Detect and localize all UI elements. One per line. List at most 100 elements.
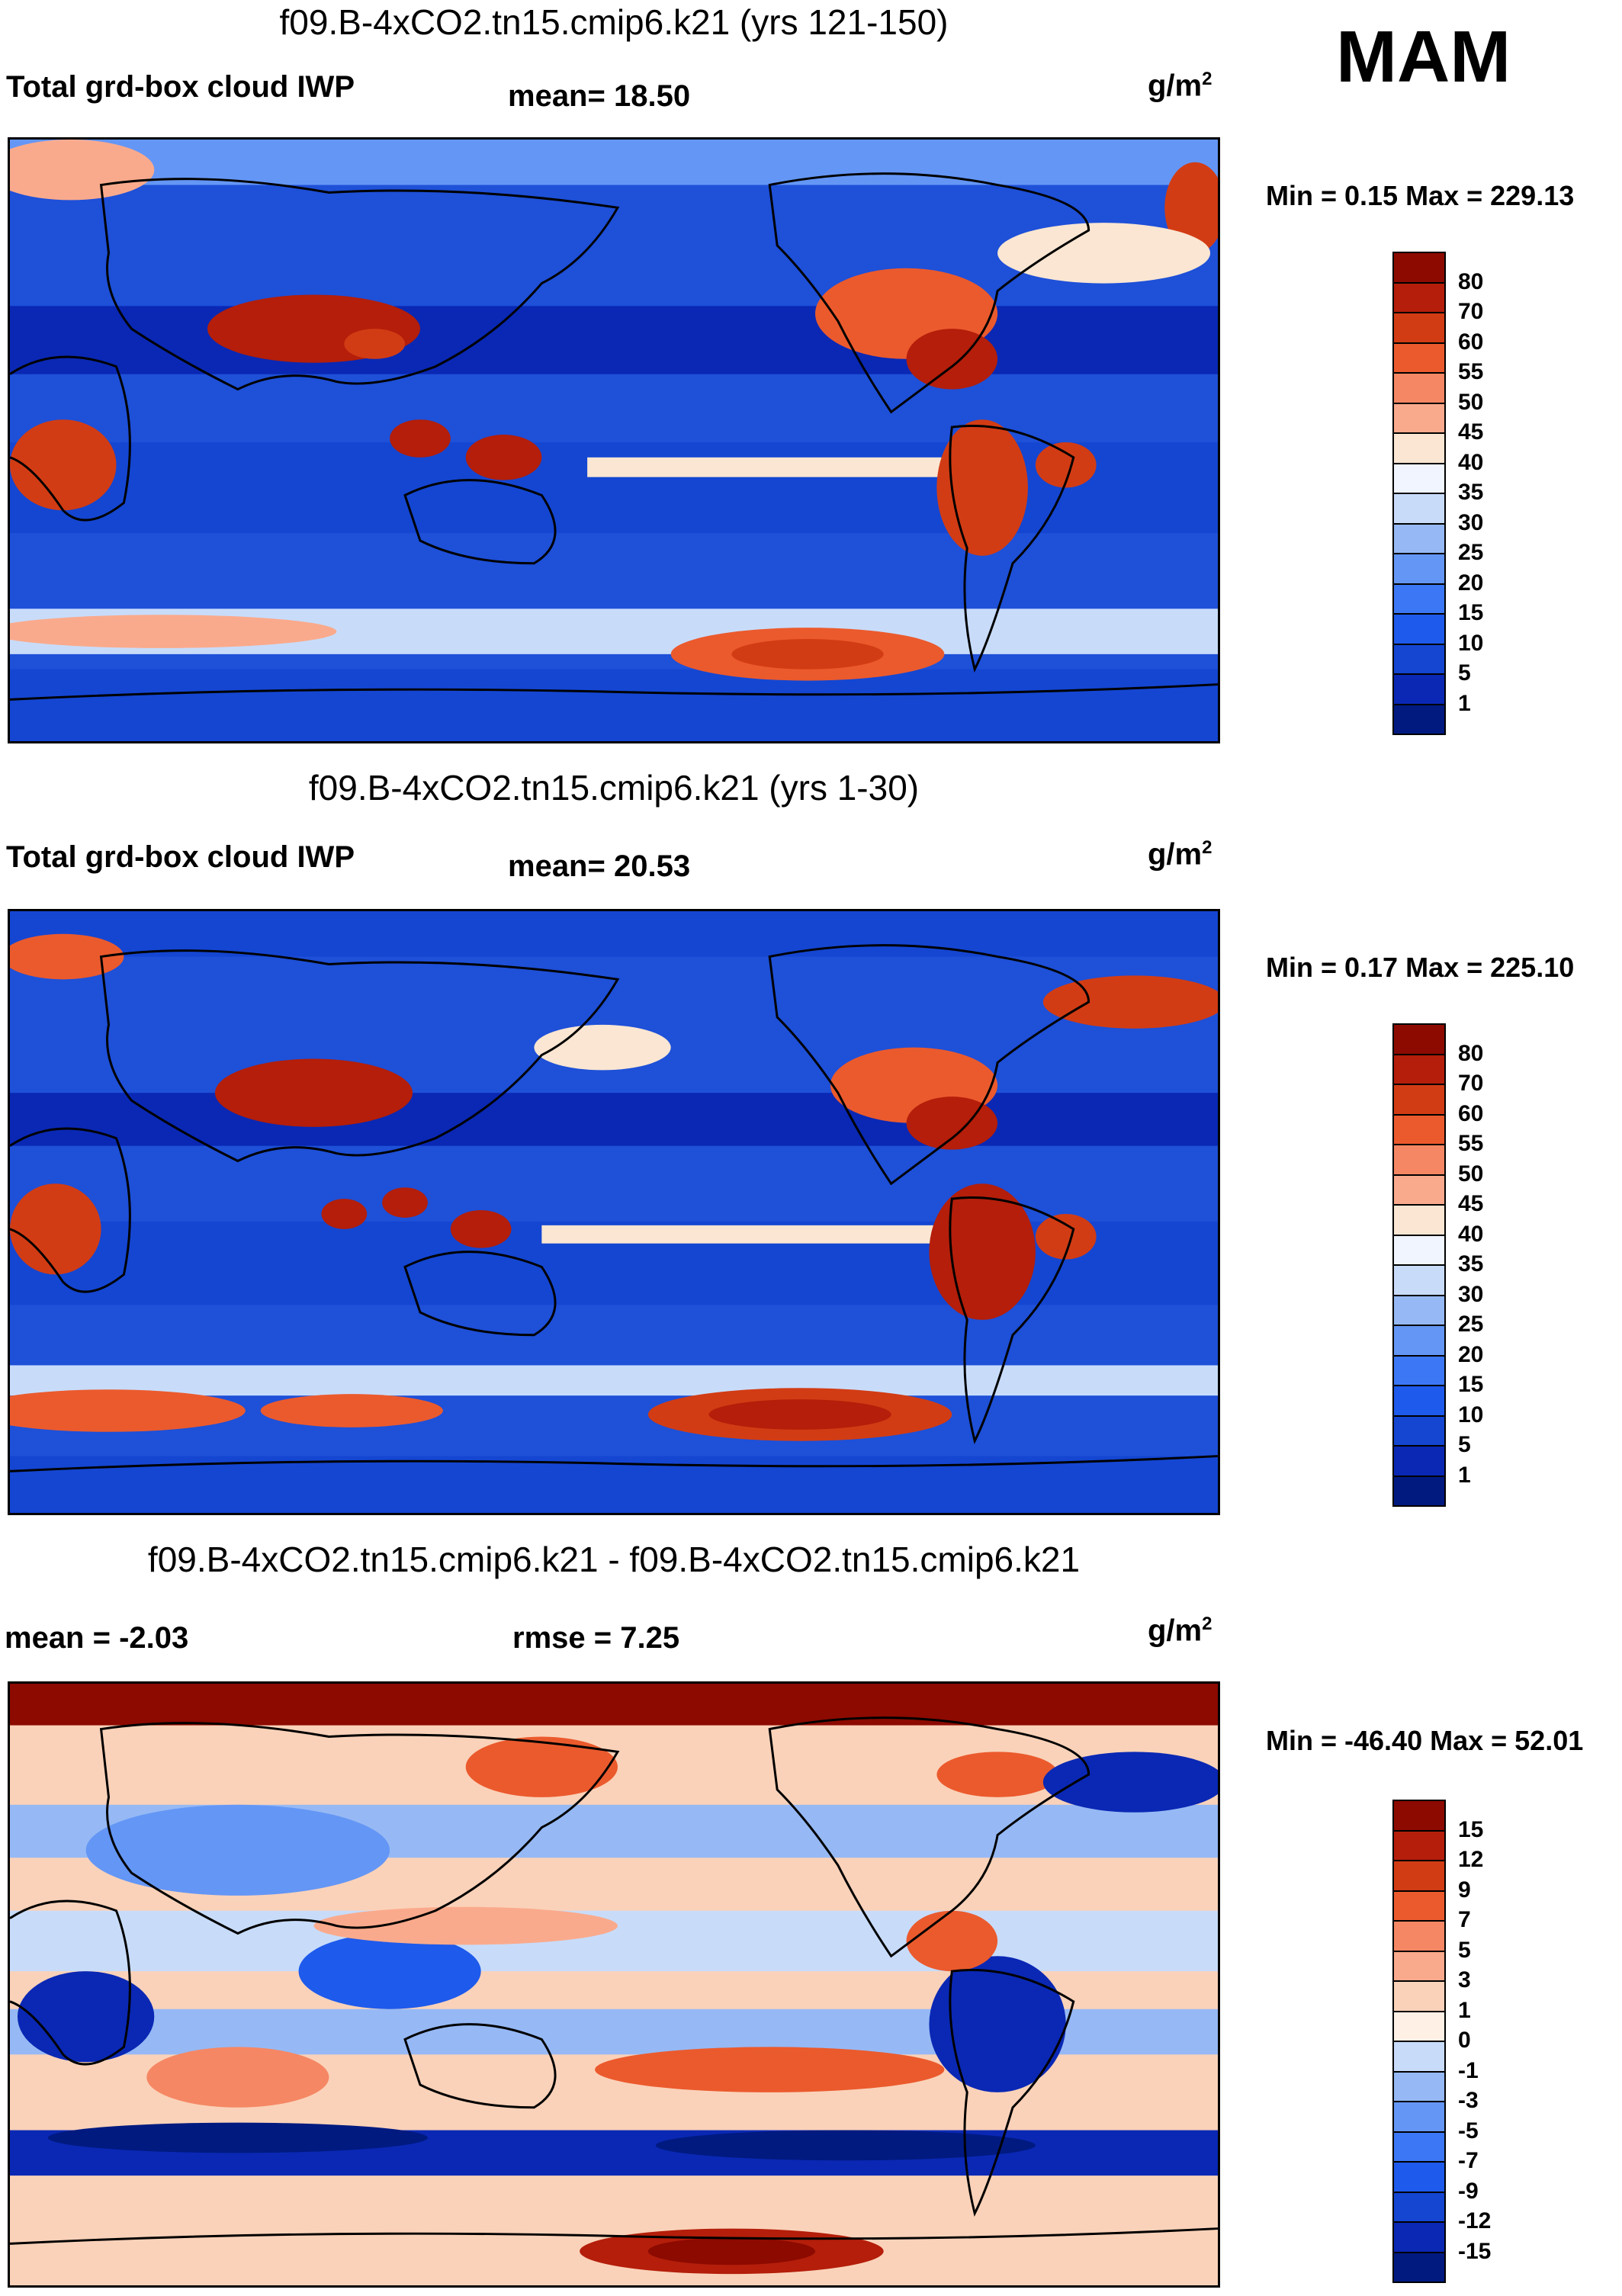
colorbar-tick-label: 1 <box>1458 1997 1471 2023</box>
colorbar-segment <box>1392 2010 1446 2042</box>
colorbar-segment <box>1392 583 1446 615</box>
colorbar-segment <box>1392 1950 1446 1982</box>
colorbar-segment <box>1392 372 1446 404</box>
colorbar-tick-label: 5 <box>1458 1937 1471 1963</box>
colorbar-tick-label: 5 <box>1458 660 1471 686</box>
panel2-units: g/m2 <box>1148 837 1212 872</box>
colorbar-tick-label: 50 <box>1458 1161 1484 1187</box>
panel1-variable-label: Total grd-box cloud IWP <box>6 70 355 104</box>
colorbar-tick-label: 1 <box>1458 1462 1471 1488</box>
panel3-map <box>8 1681 1220 2288</box>
colorbar-segment <box>1392 1920 1446 1952</box>
colorbar-segment <box>1392 703 1446 735</box>
panel1-minmax: Min = 0.15 Max = 229.13 <box>1266 180 1575 211</box>
colorbar-segment <box>1392 2070 1446 2102</box>
colorbar-segment <box>1392 1354 1446 1386</box>
colorbar-tick-label: 45 <box>1458 419 1484 445</box>
panel1-map <box>8 137 1220 743</box>
panel3-mean-label: mean = -2.03 <box>5 1621 189 1655</box>
colorbar-tick-label: 70 <box>1458 299 1484 324</box>
colorbar-tick-label: 5 <box>1458 1432 1471 1457</box>
colorbar-segment <box>1392 1475 1446 1507</box>
colorbar-tick-label: 30 <box>1458 1281 1484 1307</box>
colorbar-tick-label: -9 <box>1458 2178 1479 2204</box>
colorbar-segment <box>1392 1860 1446 1892</box>
colorbar-tick-label: 20 <box>1458 1341 1484 1367</box>
colorbar-tick-label: 35 <box>1458 1251 1484 1276</box>
colorbar-tick-label: 12 <box>1458 1847 1484 1872</box>
colorbar-segment <box>1392 402 1446 434</box>
panel2-minmax: Min = 0.17 Max = 225.10 <box>1266 952 1575 983</box>
colorbar-segment <box>1392 1980 1446 2012</box>
colorbar-segment <box>1392 1204 1446 1236</box>
colorbar-segment <box>1392 1800 1446 1832</box>
colorbar-tick-label: -12 <box>1458 2208 1492 2233</box>
colorbar-tick-label: 55 <box>1458 359 1484 384</box>
colorbar-tick-label: 10 <box>1458 1402 1484 1427</box>
colorbar-segment <box>1392 1084 1446 1116</box>
colorbar-tick-label: 20 <box>1458 570 1484 596</box>
colorbar-tick-label: 50 <box>1458 389 1484 415</box>
colorbar-tick-label: 1 <box>1458 690 1471 716</box>
colorbar-segment <box>1392 1144 1446 1176</box>
colorbar-tick-label: 15 <box>1458 600 1484 625</box>
colorbar-segment <box>1392 673 1446 705</box>
colorbar-segment <box>1392 522 1446 554</box>
colorbar-segment <box>1392 1174 1446 1206</box>
colorbar-tick-label: 60 <box>1458 329 1484 355</box>
colorbar-segment <box>1392 2161 1446 2193</box>
colorbar-tick-label: 80 <box>1458 1040 1484 1066</box>
colorbar-segment <box>1392 1445 1446 1477</box>
colorbar-tick-label: 80 <box>1458 268 1484 294</box>
colorbar-tick-label: -15 <box>1458 2238 1492 2264</box>
colorbar-segment <box>1392 1264 1446 1296</box>
colorbar-segment <box>1392 1385 1446 1417</box>
panel1-colorbar <box>1392 252 1446 735</box>
colorbar-segment <box>1392 432 1446 464</box>
colorbar-segment <box>1392 281 1446 313</box>
colorbar-tick-label: 25 <box>1458 540 1484 565</box>
colorbar-segment <box>1392 2101 1446 2133</box>
colorbar-segment <box>1392 2131 1446 2163</box>
colorbar-tick-label: 45 <box>1458 1191 1484 1216</box>
colorbar-tick-label: 7 <box>1458 1907 1471 1932</box>
colorbar-tick-label: 15 <box>1458 1372 1484 1397</box>
panel2-variable-label: Total grd-box cloud IWP <box>6 840 355 874</box>
colorbar-segment <box>1392 1890 1446 1922</box>
colorbar-segment <box>1392 1294 1446 1326</box>
colorbar-tick-label: 30 <box>1458 509 1484 535</box>
colorbar-tick-label: 9 <box>1458 1877 1471 1903</box>
colorbar-segment <box>1392 2191 1446 2223</box>
colorbar-segment <box>1392 252 1446 284</box>
colorbar-segment <box>1392 1325 1446 1357</box>
panel2-title: f09.B-4xCO2.tn15.cmip6.k21 (yrs 1-30) <box>308 768 920 808</box>
panel3-units: g/m2 <box>1148 1614 1212 1648</box>
colorbar-segment <box>1392 1113 1446 1145</box>
colorbar-segment <box>1392 1053 1446 1085</box>
colorbar-tick-label: -7 <box>1458 2148 1479 2173</box>
colorbar-tick-label: 25 <box>1458 1312 1484 1337</box>
panel2-map <box>8 909 1220 1515</box>
panel1-title: f09.B-4xCO2.tn15.cmip6.k21 (yrs 121-150) <box>279 2 949 42</box>
colorbar-tick-label: 55 <box>1458 1131 1484 1156</box>
panel3-colorbar <box>1392 1800 1446 2283</box>
colorbar-tick-label: 40 <box>1458 449 1484 475</box>
colorbar-segment <box>1392 643 1446 675</box>
colorbar-segment <box>1392 462 1446 494</box>
colorbar-tick-label: 40 <box>1458 1221 1484 1247</box>
colorbar-segment <box>1392 493 1446 525</box>
colorbar-tick-label: -5 <box>1458 2118 1479 2143</box>
colorbar-segment <box>1392 553 1446 585</box>
colorbar-segment <box>1392 2041 1446 2073</box>
panel3-rmse-label: rmse = 7.25 <box>512 1621 680 1655</box>
colorbar-tick-label: 10 <box>1458 630 1484 656</box>
panel1-units: g/m2 <box>1148 69 1212 103</box>
colorbar-segment <box>1392 1829 1446 1861</box>
colorbar-tick-label: 0 <box>1458 2028 1471 2053</box>
colorbar-segment <box>1392 342 1446 374</box>
panel2-mean-label: mean= 20.53 <box>508 849 691 883</box>
colorbar-tick-label: -3 <box>1458 2088 1479 2113</box>
panel3-title: f09.B-4xCO2.tn15.cmip6.k21 - f09.B-4xCO2… <box>147 1540 1081 1579</box>
colorbar-tick-label: 15 <box>1458 1816 1484 1842</box>
panel1-mean-label: mean= 18.50 <box>508 79 691 113</box>
